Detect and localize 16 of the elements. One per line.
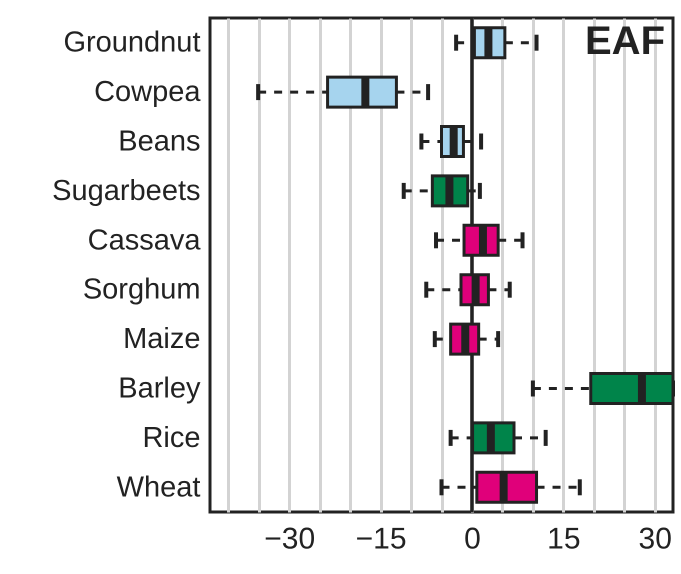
y-tick-label: Barley [118, 372, 201, 404]
x-tick-label: 30 [638, 522, 672, 556]
y-tick-label: Rice [142, 422, 200, 454]
annotation: EAF [585, 19, 665, 63]
y-tick-label: Beans [118, 126, 200, 158]
x-tick-label: −15 [356, 522, 407, 556]
y-tick-label: Cassava [88, 224, 202, 256]
y-tick-label: Maize [123, 323, 200, 356]
y-tick-label: Sugarbeets [52, 174, 200, 207]
x-tick-label: 15 [547, 522, 581, 556]
y-tick-label: Wheat [116, 471, 200, 504]
y-tick-label: Sorghum [82, 274, 200, 306]
y-tick-label: Groundnut [63, 26, 200, 59]
x-tick-label: −30 [264, 522, 316, 556]
x-tick-label: 0 [464, 522, 481, 556]
y-tick-label: Cowpea [94, 76, 202, 108]
